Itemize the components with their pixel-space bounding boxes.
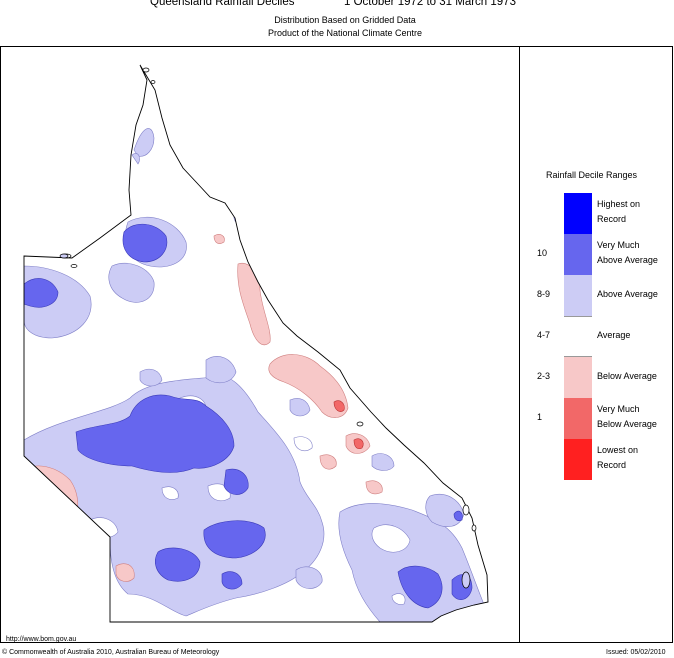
legend-label-lowest-line2: Record (597, 460, 627, 470)
legend-swatch-average (564, 316, 592, 357)
legend-code-1: 1 (537, 412, 543, 422)
legend-label-very-much-below-line1: Very Much (597, 404, 640, 414)
legend-label-average: Average (597, 330, 631, 340)
legend-label-very-much-above: Very Much Above Average (597, 238, 658, 268)
very-much-above-average-regions (24, 223, 473, 609)
legend-divider (519, 46, 520, 643)
map-period: 1 October 1972 to 31 March 1973 (344, 0, 516, 8)
footer-url-link[interactable]: http://www.bom.gov.au (6, 636, 77, 643)
map-title: Queensland Rainfall Deciles (150, 0, 295, 8)
legend-label-lowest: Lowest on Record (597, 443, 638, 473)
legend-swatch-lowest (564, 439, 592, 480)
legend-label-highest-line1: Highest on (597, 199, 641, 209)
legend-swatch-very-much-below (564, 398, 592, 439)
footer-issued-date: Issued: 05/02/2010 (606, 649, 666, 656)
footer-copyright: © Commonwealth of Australia 2010, Austra… (2, 649, 220, 656)
legend-code-4-7: 4-7 (537, 330, 551, 340)
legend-code-2-3: 2-3 (537, 371, 551, 381)
subtitle-product: Product of the National Climate Centre (267, 28, 423, 38)
subtitle-distribution: Distribution Based on Gridded Data (274, 15, 416, 25)
queensland-map (23, 64, 489, 623)
legend-label-above: Above Average (597, 289, 658, 299)
legend-label-very-much-below-line2: Below Average (597, 419, 657, 429)
legend-code-8-9: 8-9 (537, 289, 551, 299)
decile-regions (24, 128, 488, 622)
legend-code-10: 10 (537, 248, 548, 258)
legend-label-lowest-line1: Lowest on (597, 445, 639, 455)
legend-label-highest: Highest on Record (597, 197, 640, 227)
legend-swatch-highest (564, 193, 592, 234)
legend-swatch-below (564, 357, 592, 398)
legend-swatch-very-much-above (564, 234, 592, 275)
legend-label-highest-line2: Record (597, 214, 627, 224)
queensland-outline (23, 64, 489, 623)
legend-swatch-above (564, 275, 592, 316)
offshore-islands-shaded (59, 253, 471, 589)
title-bar: Queensland Rainfall Deciles 1 October 19… (0, 0, 674, 12)
legend-title: Rainfall Decile Ranges (546, 170, 638, 180)
legend-label-very-much-above-line1: Very Much (597, 240, 640, 250)
legend-label-very-much-below: Very Much Below Average (597, 402, 657, 432)
legend-label-below: Below Average (597, 371, 657, 381)
legend-label-very-much-above-line2: Above Average (597, 255, 658, 265)
map-frame (0, 46, 673, 643)
